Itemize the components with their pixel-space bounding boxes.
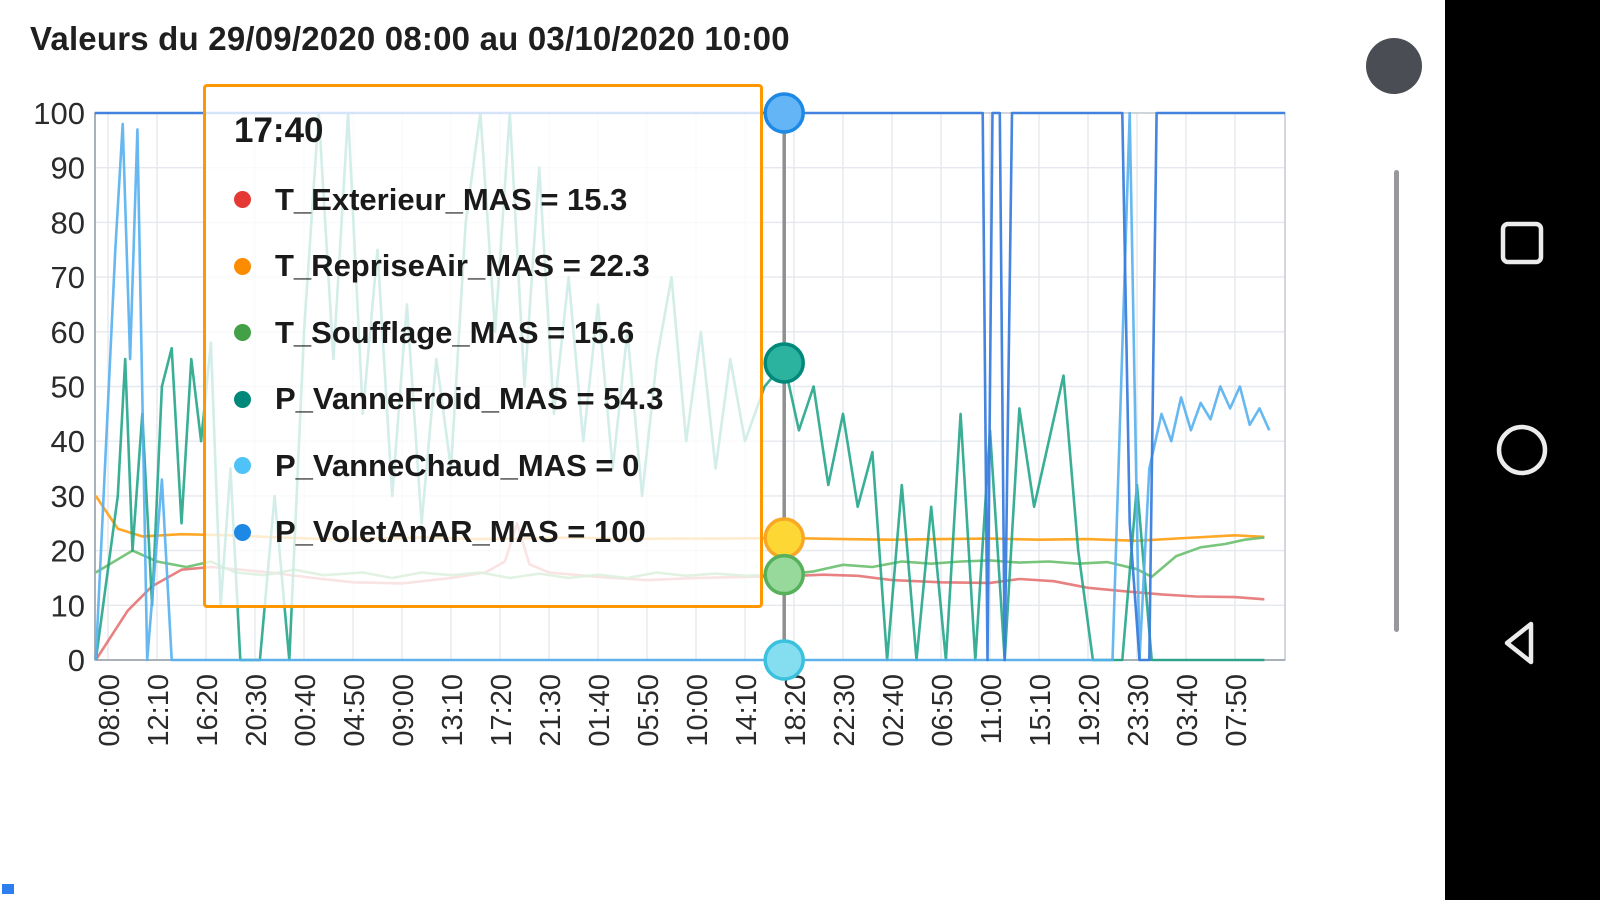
x-tick-label: 12:10 <box>143 674 175 747</box>
tooltip-entries: T_Exterieur_MAS = 15.3 T_RepriseAir_MAS =… <box>234 151 732 581</box>
series-color-dot <box>234 257 251 275</box>
series-line-P_VanneChaud_MAS <box>94 111 1271 662</box>
y-tick-label: 90 <box>51 151 85 186</box>
cursor-marker-P_VoletAnAR_MAS <box>763 92 805 134</box>
x-tick-label: 19:20 <box>1074 674 1106 747</box>
tooltip-entry-text: P_VoletAnAR_MAS = 100 <box>275 514 646 550</box>
x-tick-label: 20:30 <box>241 674 273 747</box>
tooltip-entry-text: T_Exterieur_MAS = 15.3 <box>275 181 628 217</box>
chart-tooltip: 17:40 T_Exterieur_MAS = 15.3 T_RepriseAir… <box>203 84 763 608</box>
y-tick-label: 100 <box>33 96 85 131</box>
home-button[interactable] <box>1494 422 1550 478</box>
x-tick-label: 06:50 <box>927 674 959 747</box>
tooltip-time: 17:40 <box>234 111 324 150</box>
x-tick-label: 16:20 <box>192 674 224 747</box>
x-tick-label: 00:40 <box>290 674 322 747</box>
tooltip-entry-text: T_RepriseAir_MAS = 22.3 <box>275 248 650 284</box>
y-tick-label: 30 <box>51 479 85 514</box>
x-tick-label: 13:10 <box>437 674 469 747</box>
x-tick-label: 21:30 <box>535 674 567 747</box>
cursor-marker-T_Soufflage_MAS <box>763 553 805 596</box>
y-tick-label: 50 <box>51 370 85 405</box>
android-nav-bar <box>1445 0 1600 900</box>
tooltip-entry: P_VanneFroid_MAS = 54.3 <box>234 381 732 417</box>
cursor-marker-P_VanneFroid_MAS <box>763 342 805 384</box>
tooltip-entry-text: P_VanneFroid_MAS = 54.3 <box>275 381 664 417</box>
square-icon <box>1500 221 1544 265</box>
x-tick-label: 17:20 <box>486 674 518 747</box>
scrollbar-track[interactable] <box>1394 170 1399 632</box>
tooltip-entry: T_Soufflage_MAS = 15.6 <box>234 315 732 351</box>
series-color-dot <box>234 457 251 475</box>
series-color-dot <box>234 390 251 408</box>
corner-artifact <box>2 884 14 894</box>
x-tick-label: 23:30 <box>1123 674 1155 747</box>
cursor-marker-T_RepriseAir_MAS <box>763 517 805 559</box>
circle-icon <box>1496 424 1548 476</box>
x-tick-label: 15:10 <box>1025 674 1057 747</box>
cursor-marker-P_VanneChaud_MAS <box>763 639 805 681</box>
y-tick-label: 60 <box>51 315 85 350</box>
x-tick-label: 09:00 <box>388 674 420 747</box>
triangle-left-icon <box>1504 621 1534 665</box>
x-tick-label: 22:30 <box>829 674 861 747</box>
series-color-dot <box>234 523 251 541</box>
tooltip-entry-text: P_VanneChaud_MAS = 0 <box>275 447 640 483</box>
x-tick-label: 08:00 <box>94 674 126 747</box>
series-color-dot <box>234 324 251 342</box>
x-tick-label: 18:20 <box>780 674 812 747</box>
x-tick-label: 07:50 <box>1221 674 1253 747</box>
y-tick-label: 20 <box>51 534 85 569</box>
scrollbar-knob[interactable] <box>1366 38 1422 94</box>
x-tick-label: 11:00 <box>976 674 1008 744</box>
series-color-dot <box>234 191 251 209</box>
back-button[interactable] <box>1494 615 1550 671</box>
x-tick-label: 03:40 <box>1172 674 1204 747</box>
tooltip-entry: T_Exterieur_MAS = 15.3 <box>234 182 732 218</box>
tooltip-entry-text: T_Soufflage_MAS = 15.6 <box>275 314 635 350</box>
tooltip-entry: T_RepriseAir_MAS = 22.3 <box>234 248 732 284</box>
x-tick-label: 02:40 <box>878 674 910 747</box>
y-tick-label: 80 <box>51 205 85 240</box>
x-tick-label: 14:10 <box>731 674 763 747</box>
x-tick-label: 01:40 <box>584 674 616 747</box>
recents-button[interactable] <box>1494 215 1550 271</box>
tooltip-entry: P_VanneChaud_MAS = 0 <box>234 448 732 484</box>
series-line-P_VoletAnAR_MAS <box>94 111 1285 662</box>
y-tick-label: 40 <box>51 424 85 459</box>
y-tick-label: 0 <box>68 643 85 678</box>
y-tick-label: 70 <box>51 260 85 295</box>
x-tick-label: 05:50 <box>633 674 665 747</box>
x-tick-label: 04:50 <box>339 674 371 747</box>
page-title: Valeurs du 29/09/2020 08:00 au 03/10/202… <box>30 20 790 57</box>
y-tick-label: 10 <box>51 588 85 623</box>
tooltip-entry: P_VoletAnAR_MAS = 100 <box>234 514 732 550</box>
x-tick-label: 10:00 <box>682 674 714 747</box>
